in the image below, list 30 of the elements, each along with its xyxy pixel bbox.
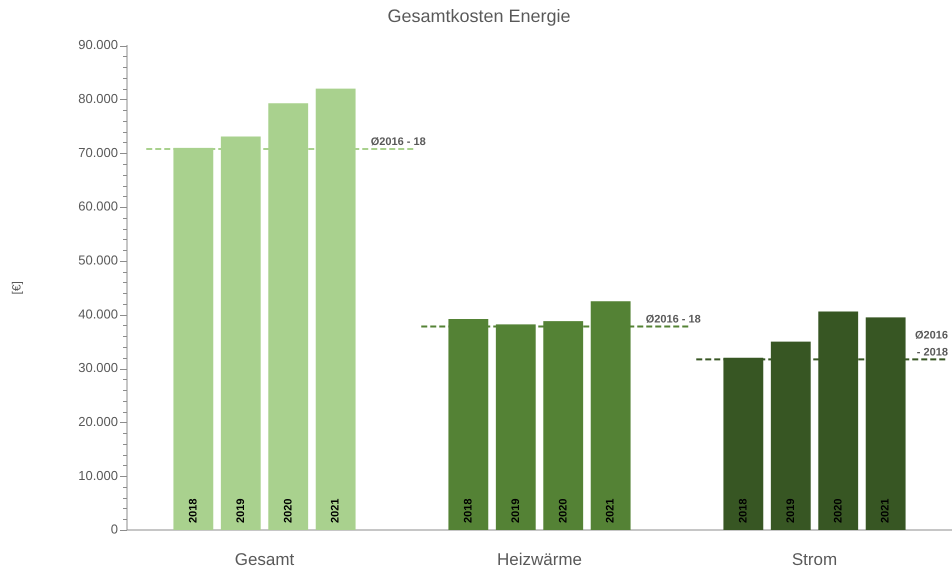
y-tick-label: 20.000 xyxy=(78,414,118,429)
series-label: 2019 xyxy=(234,498,247,523)
series-label: 2018 xyxy=(187,498,200,523)
text: 2020 xyxy=(557,498,570,523)
series-label: 2020 xyxy=(282,498,294,523)
y-tick-label: 80.000 xyxy=(78,91,118,106)
chart-title: Gesamtkosten Energie xyxy=(387,6,571,26)
text: 2018 xyxy=(462,498,474,523)
y-tick-label: 30.000 xyxy=(78,360,118,376)
y-tick-label: 70.000 xyxy=(78,144,118,160)
text: 2019 xyxy=(510,498,522,523)
series-label: 2021 xyxy=(330,498,342,523)
y-tick-label: 60.000 xyxy=(78,198,118,214)
y-tick-label: 0 xyxy=(110,522,118,537)
ref-line-label: Ø2016 - 2018 xyxy=(914,329,948,358)
y-axis-title: [€] xyxy=(10,281,24,294)
ref-line-label: Ø2016 - 18 xyxy=(646,314,701,326)
text: 2021 xyxy=(880,498,892,523)
text: 2019 xyxy=(784,498,797,523)
y-tick-label: 10.000 xyxy=(78,468,118,483)
ref-line-label: Ø2016 - 18 xyxy=(370,136,426,148)
text: 2020 xyxy=(832,498,844,523)
text: 2021 xyxy=(604,498,617,523)
text: 2018 xyxy=(737,498,750,523)
x-tick-label: Gesamt xyxy=(234,550,295,569)
y-tick-label: 90.000 xyxy=(78,37,118,52)
y-tick-label: 50.000 xyxy=(78,252,118,268)
x-tick-label: Heizwärme xyxy=(496,550,582,569)
y-tick-label: 40.000 xyxy=(78,306,118,322)
x-tick-label: Strom xyxy=(792,550,838,569)
